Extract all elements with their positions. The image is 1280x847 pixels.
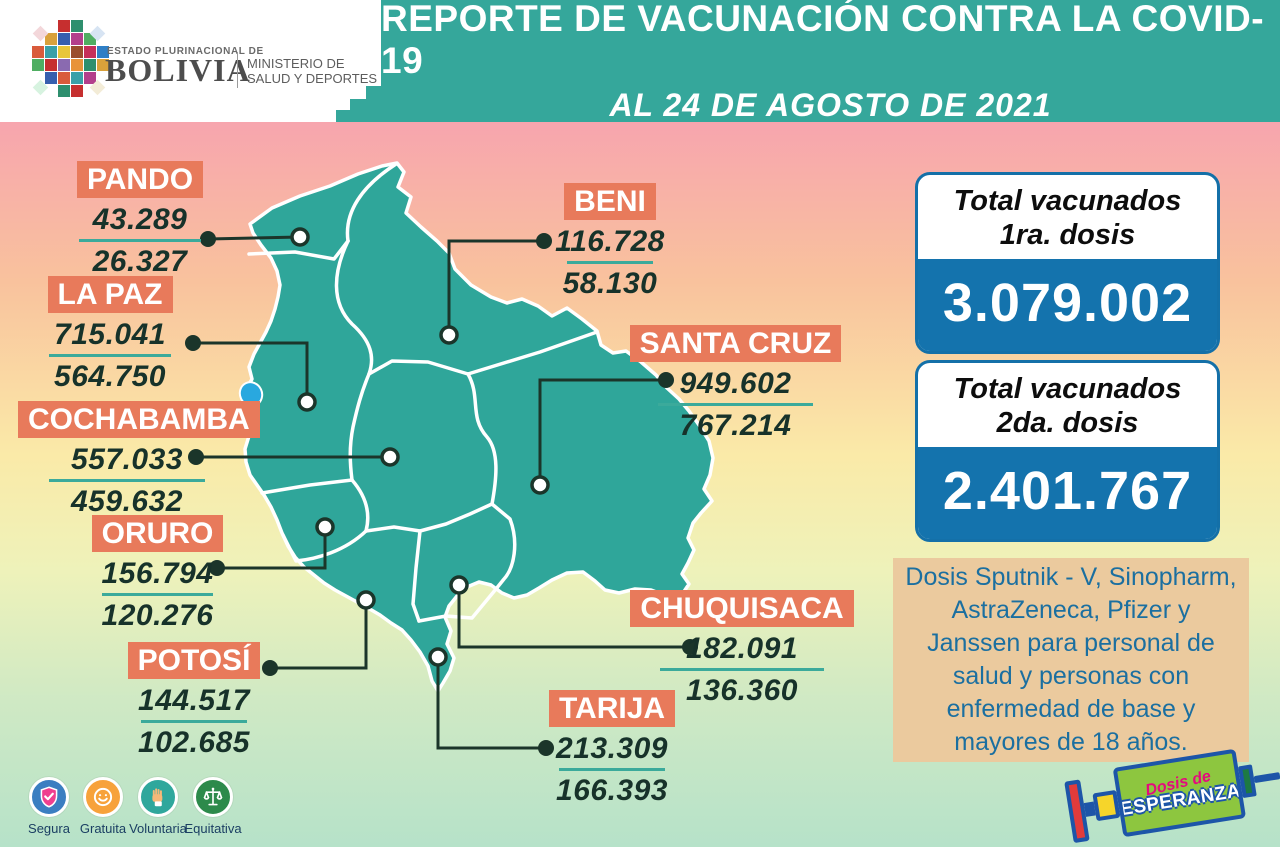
- dept-name: COCHABAMBA: [18, 401, 260, 438]
- principle-gratuita: Gratuita: [68, 777, 138, 836]
- map-marker-beni: [439, 325, 459, 345]
- dose-divider: [78, 239, 202, 242]
- dept-name: LA PAZ: [47, 276, 173, 313]
- vaccine-info-note: Dosis Sputnik - V, Sinopharm, AstraZenec…: [893, 558, 1249, 762]
- dept-name: BENI: [564, 183, 656, 220]
- principle-label: Equitativa: [184, 821, 242, 836]
- principle-label: Segura: [28, 821, 70, 836]
- ministerio-line2: SALUD Y DEPORTES: [247, 71, 378, 86]
- dept-name: CHUQUISACA: [630, 590, 854, 627]
- principle-label: Gratuita: [79, 821, 127, 836]
- logo-bolivia-text: BOLIVIA: [105, 52, 251, 88]
- callout-tarija: TARIJA 213.309 166.393: [538, 690, 686, 806]
- total-dose1-label: Total vacunados 1ra. dosis: [918, 175, 1217, 259]
- map-markers: [290, 227, 550, 667]
- callout-beni: BENI 116.728 58.130: [550, 183, 670, 299]
- shield-check-icon: [29, 777, 69, 817]
- info-line: AstraZeneca, Pfizer y: [951, 596, 1191, 624]
- info-line: enfermedad de base y: [946, 695, 1196, 723]
- dose1-value: 156.794: [101, 557, 214, 590]
- callout-cochabamba: COCHABAMBA 557.033 459.632: [18, 401, 260, 518]
- map-marker-santa-cruz: [530, 475, 550, 495]
- dose2-value: 136.360: [686, 674, 798, 707]
- callout-oruro: ORURO 156.794 120.276: [80, 515, 235, 631]
- dept-name: POTOSÍ: [127, 642, 261, 679]
- smiley-icon: [83, 777, 123, 817]
- ministerio-line1: MINISTERIO DE: [247, 56, 345, 71]
- syringe-barrel: Dosis de ESPERANZA: [1112, 748, 1247, 838]
- bolivia-state-emblem-icon: [32, 20, 109, 97]
- dose2-value: 120.276: [101, 599, 214, 632]
- dose1-value: 43.289: [92, 203, 188, 236]
- total-dose2-box: Total vacunados 2da. dosis 2.401.767: [915, 360, 1220, 542]
- info-line: Janssen para personal de: [927, 629, 1215, 657]
- dose-divider: [659, 668, 825, 671]
- callout-la-paz: LA PAZ 715.041 564.750: [25, 276, 195, 392]
- callout-santa-cruz: SANTA CRUZ 949.602 767.214: [628, 325, 843, 441]
- dept-name: PANDO: [76, 161, 204, 198]
- total-dose2-value: 2.401.767: [918, 447, 1217, 539]
- principle-segura: Segura: [14, 777, 84, 836]
- dose1-value: 182.091: [686, 632, 798, 665]
- dose2-value: 459.632: [71, 485, 183, 518]
- callout-dots: [185, 231, 698, 756]
- dose2-value: 58.130: [562, 267, 658, 300]
- dose1-value: 144.517: [138, 684, 250, 717]
- dose2-value: 564.750: [54, 360, 166, 393]
- total-label-line2: 2da. dosis: [996, 407, 1139, 439]
- dose1-value: 213.309: [556, 732, 668, 765]
- dose-divider: [658, 403, 813, 406]
- map-marker-cochabamba: [380, 447, 400, 467]
- dose2-value: 166.393: [556, 774, 668, 807]
- page-title: REPORTE DE VACUNACIÓN CONTRA LA COVID-19: [381, 0, 1265, 81]
- callout-connectors: [193, 235, 690, 750]
- map-marker-chuquisaca: [449, 575, 469, 595]
- page-subtitle: AL 24 DE AGOSTO DE 2021: [609, 87, 1052, 123]
- info-line: mayores de 18 años.: [954, 728, 1188, 756]
- dose1-value: 949.602: [679, 367, 792, 400]
- total-label-line1: Total vacunados: [953, 373, 1182, 405]
- dose-divider: [48, 354, 172, 357]
- dose1-value: 715.041: [54, 318, 166, 351]
- logo-divider: [237, 52, 238, 88]
- dose2-value: 26.327: [92, 245, 188, 278]
- dose2-value: 102.685: [138, 726, 250, 759]
- dose2-value: 767.214: [679, 409, 792, 442]
- department-borders: [247, 162, 599, 623]
- principle-equitativa: Equitativa: [178, 777, 248, 836]
- callout-chuquisaca: CHUQUISACA 182.091 136.360: [628, 590, 856, 706]
- principle-label: Voluntaria: [129, 821, 187, 836]
- map-marker-pando: [290, 227, 310, 247]
- dept-name: TARIJA: [548, 690, 676, 727]
- total-label-line1: Total vacunados: [953, 185, 1182, 217]
- map-marker-tarija: [428, 647, 448, 667]
- info-line: salud y personas con: [952, 662, 1190, 690]
- dept-name: ORURO: [91, 515, 224, 552]
- callout-pando: PANDO 43.289 26.327: [55, 161, 225, 277]
- raised-hand-icon: [138, 777, 178, 817]
- total-dose1-value: 3.079.002: [918, 259, 1217, 351]
- dose-divider: [558, 768, 666, 771]
- callout-potosi: POTOSÍ 144.517 102.685: [120, 642, 268, 758]
- logo-ministerio-text: MINISTERIO DE SALUD Y DEPORTES: [247, 56, 377, 86]
- scales-icon: [193, 777, 233, 817]
- total-dose1-box: Total vacunados 1ra. dosis 3.079.002: [915, 172, 1220, 354]
- dose-divider: [101, 593, 214, 596]
- header-bar: ESTADO PLURINACIONAL DE BOLIVIA MINISTER…: [0, 0, 1280, 123]
- dept-name: SANTA CRUZ: [629, 325, 842, 362]
- logo-estado-text: ESTADO PLURINACIONAL DE: [107, 46, 264, 57]
- total-label-line2: 1ra. dosis: [999, 219, 1136, 251]
- dose-divider: [140, 720, 248, 723]
- dose1-value: 116.728: [555, 225, 665, 258]
- total-dose2-label: Total vacunados 2da. dosis: [918, 363, 1217, 447]
- dose-divider: [566, 261, 654, 264]
- dose1-value: 557.033: [71, 443, 183, 476]
- info-line: Dosis Sputnik - V, Sinopharm,: [905, 563, 1237, 591]
- map-marker-potosi: [356, 590, 376, 610]
- dose-divider: [48, 479, 206, 482]
- map-marker-la-paz: [297, 392, 317, 412]
- map-marker-oruro: [315, 517, 335, 537]
- principle-voluntaria: Voluntaria: [123, 777, 193, 836]
